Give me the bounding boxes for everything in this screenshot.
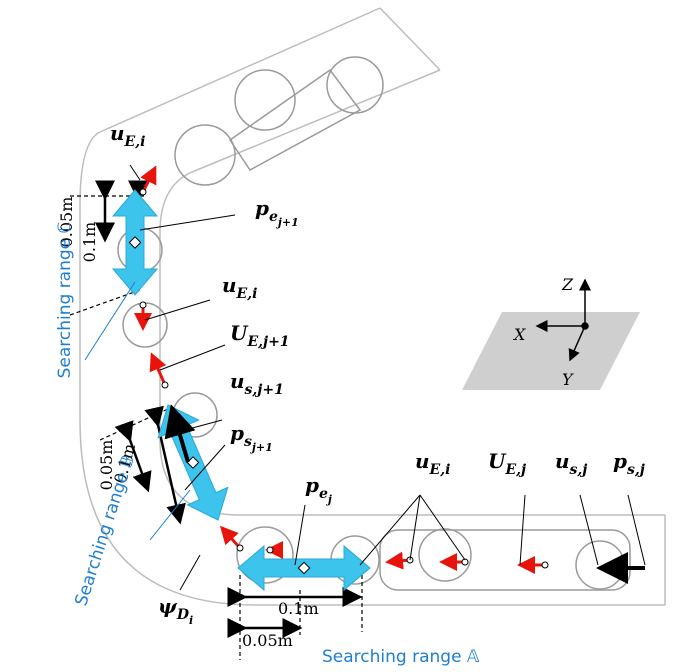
leader-line	[85, 282, 135, 360]
label-base: u	[110, 121, 125, 145]
label-subscript: E,j+1	[246, 334, 289, 350]
label-subscript: E,i	[236, 286, 258, 302]
axis-label: Y	[562, 370, 574, 389]
leader-line	[145, 300, 210, 320]
math-label: uE,i	[415, 449, 450, 478]
label-subscript: E,i	[124, 134, 146, 150]
vector-origin	[237, 545, 243, 551]
coordinate-plane	[462, 312, 640, 390]
label-subscript: s,j	[570, 462, 588, 478]
vector-origin	[162, 382, 168, 388]
axis-label: X	[512, 325, 526, 344]
figure: uE,ipej+1uE,iUE,j+1us,j+1psj+1pejuE,iUE,…	[0, 0, 679, 672]
vector-arrow	[222, 528, 240, 548]
label-base: u	[230, 369, 245, 393]
vector-origin	[140, 189, 146, 195]
label-base: p	[613, 449, 627, 473]
extension-lines	[70, 196, 362, 660]
range-label: Searching range 𝔸	[322, 647, 480, 667]
vector-arrow	[152, 355, 165, 385]
label-subscript: j+1	[250, 441, 273, 454]
track	[80, 8, 665, 605]
math-label: ψDi	[158, 594, 193, 627]
range-label: Searching range ℂ	[55, 221, 75, 378]
label-subscript: D	[176, 607, 190, 623]
leader-line	[295, 505, 305, 565]
leader-line	[420, 495, 465, 560]
label-base: p	[305, 473, 319, 497]
label-subscript: i	[189, 614, 193, 627]
label-subscript: e	[269, 209, 278, 225]
label-base: u	[222, 273, 237, 297]
math-label: us,j	[555, 449, 587, 478]
math-label: psj+1	[230, 421, 273, 454]
math-label: pej+1	[255, 196, 299, 229]
leader-line	[150, 490, 190, 540]
label-base: p	[230, 421, 244, 445]
vector-arrow	[143, 168, 155, 192]
math-label: us,j+1	[230, 369, 284, 398]
label-subscript: e	[319, 486, 328, 502]
label-base: U	[230, 321, 249, 345]
label-base: p	[255, 196, 269, 220]
label-subscript: j+1	[276, 216, 299, 229]
leader-line	[180, 555, 200, 590]
label-base: U	[488, 449, 507, 473]
label-base: u	[415, 449, 430, 473]
math-label: uE,i	[110, 121, 145, 150]
math-label: uE,i	[222, 273, 257, 302]
label-subscript: E,i	[429, 462, 451, 478]
label-subscript: s,j+1	[245, 382, 284, 398]
dimension-label: 0.1m	[278, 599, 319, 618]
dimension-label: 0.1m	[80, 222, 99, 263]
axis-label: Z	[561, 275, 574, 294]
math-label: UE,j	[488, 449, 526, 478]
vector-origin	[542, 562, 548, 568]
leader-line	[130, 165, 140, 180]
label-base: u	[555, 449, 570, 473]
leader-line	[160, 345, 225, 370]
label-subscript: s,j	[627, 462, 645, 478]
leader-line	[140, 215, 235, 230]
math-label: UE,j+1	[230, 321, 290, 350]
label-subscript: E,j	[504, 462, 526, 478]
math-label: pej	[305, 473, 332, 506]
vector-origin	[140, 302, 146, 308]
math-label: ps,j	[613, 449, 645, 478]
vector-origin	[267, 547, 273, 553]
label-base: ψ	[158, 594, 178, 618]
label-subscript: s	[244, 434, 252, 450]
dimension-label: 0.05m	[242, 631, 293, 650]
